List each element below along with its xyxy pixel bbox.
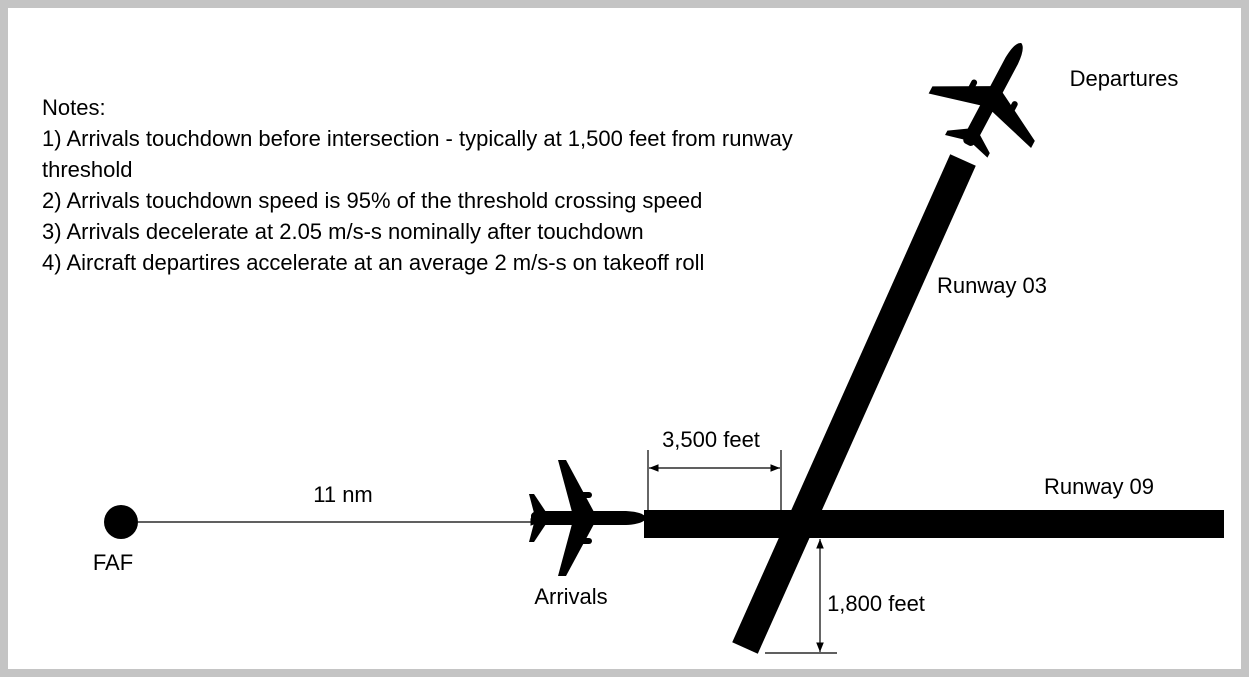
note: 2) Arrivals touchdown speed is 95% of th… (42, 188, 703, 213)
runway-03 (732, 154, 976, 654)
faf-label: FAF (92, 550, 134, 575)
departure-plane (915, 15, 1073, 174)
dimension-label: 3,500 feet (662, 427, 760, 452)
note: 4) Aircraft departires accelerate at an … (42, 250, 705, 275)
dimension-label: 1,800 feet (827, 591, 925, 616)
arrival-plane (529, 460, 646, 576)
runway-09 (644, 510, 1224, 538)
arrivals-label: Arrivals (534, 584, 608, 609)
notes: Notes: 1) Arrivals touchdown before inte… (42, 92, 812, 278)
faf-point (104, 505, 138, 539)
notes-title: Notes: (42, 95, 106, 120)
note: 1) Arrivals touchdown before intersectio… (42, 126, 793, 182)
runway-label: Runway 09 (1043, 474, 1155, 499)
departures-label: Departures (1069, 66, 1179, 91)
runway-label: Runway 03 (936, 273, 1048, 298)
drawing (104, 15, 1224, 654)
note: 3) Arrivals decelerate at 2.05 m/s-s nom… (42, 219, 644, 244)
distance-label: 11 nm (313, 482, 373, 507)
